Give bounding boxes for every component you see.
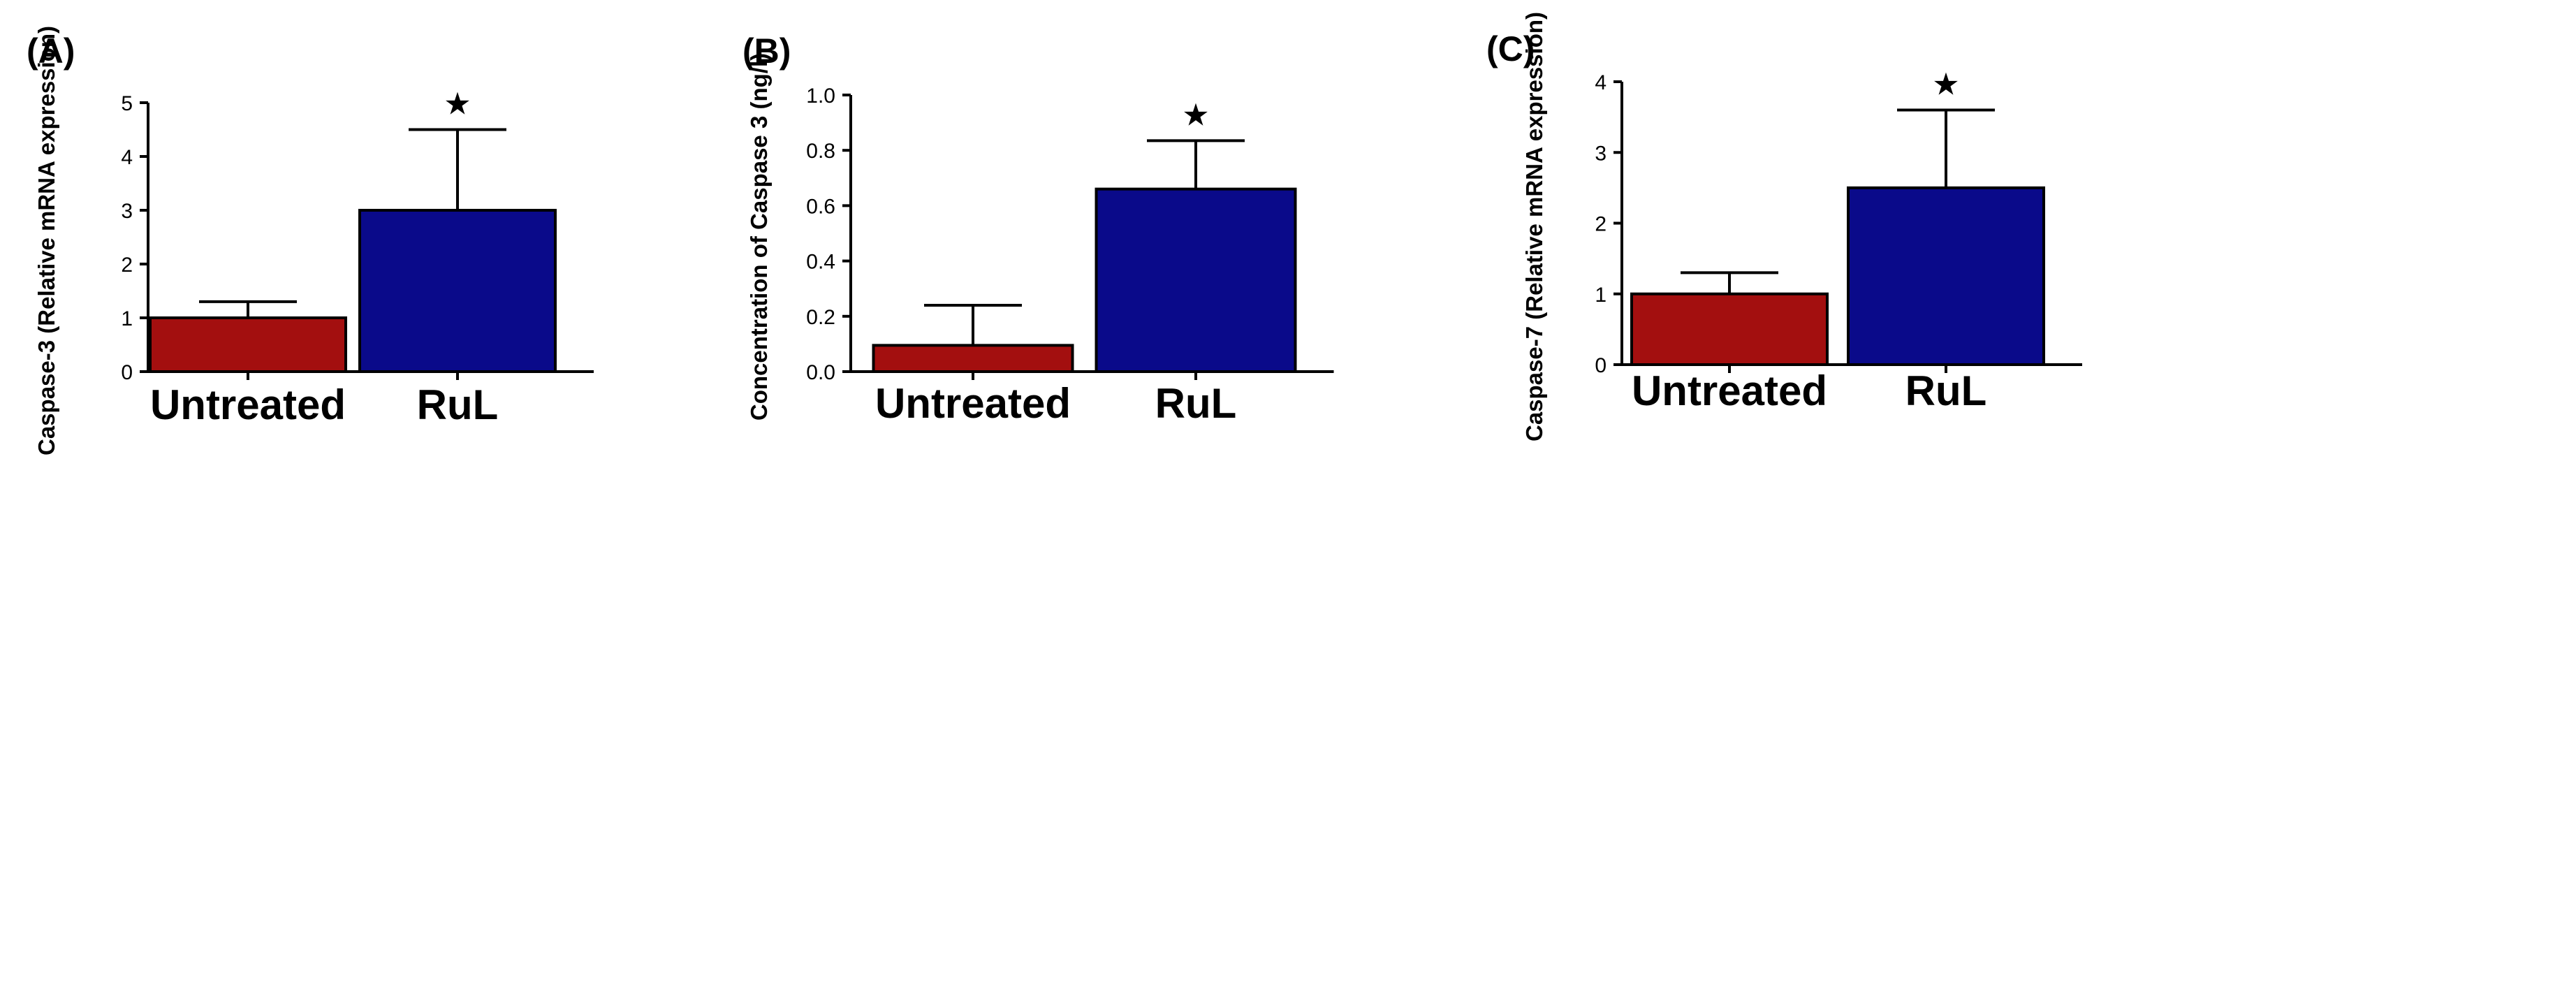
bar-rul bbox=[358, 209, 557, 373]
x-tick-label: RuL bbox=[417, 381, 499, 428]
x-tick-label: Untreated bbox=[1632, 367, 1827, 414]
significance-star: ★ bbox=[444, 87, 471, 122]
y-tick-label: 0 bbox=[121, 361, 133, 384]
x-tick-label: RuL bbox=[1155, 380, 1237, 427]
y-axis-label: Concentration of Caspase 3 (ng/l) bbox=[746, 53, 772, 421]
bar-untreated bbox=[1630, 292, 1829, 366]
y-tick-label: 3 bbox=[1595, 142, 1607, 165]
y-tick-label: 1.0 bbox=[806, 85, 835, 108]
bar-rul bbox=[1847, 186, 2045, 366]
y-tick-label: 2 bbox=[121, 254, 133, 277]
x-tick-label: Untreated bbox=[875, 380, 1071, 427]
y-tick-label: 0.6 bbox=[806, 195, 835, 218]
y-axis-label: Caspase-3 (Relative mRNA expression) bbox=[34, 26, 59, 455]
panel-label: (C) bbox=[1486, 29, 1535, 68]
significance-star: ★ bbox=[1182, 98, 1209, 132]
bar-untreated bbox=[149, 316, 347, 373]
y-tick-label: 1 bbox=[121, 307, 133, 330]
y-tick-label: 0.4 bbox=[806, 251, 835, 274]
y-tick-label: 4 bbox=[121, 146, 133, 169]
chart-panel-b: (B) Untreated ★ RuL 0.0 0.2 0.4 0.6 0.8 1.0 Concen… bbox=[742, 31, 1334, 427]
bar-rul bbox=[1095, 187, 1297, 373]
y-tick-label: 0.8 bbox=[806, 140, 835, 163]
bar-untreated bbox=[872, 344, 1074, 374]
y-tick-label: 4 bbox=[1595, 71, 1607, 94]
y-axis-label: Caspase-7 (Relative mRNA expression) bbox=[1521, 12, 1547, 441]
y-tick-label: 0 bbox=[1595, 354, 1607, 377]
y-tick-label: 5 bbox=[121, 92, 133, 115]
y-tick-label: 2 bbox=[1595, 213, 1607, 236]
chart-panel-c: (C) Untreated ★ RuL 0 1 2 3 4 Caspase-7 (Relative… bbox=[1486, 12, 2082, 441]
y-tick-label: 3 bbox=[121, 200, 133, 223]
panel-label: (A) bbox=[27, 31, 75, 71]
x-tick-label: RuL bbox=[1905, 367, 1987, 414]
x-tick-label: Untreated bbox=[150, 381, 346, 428]
y-tick-label: 0.0 bbox=[806, 361, 835, 384]
significance-star: ★ bbox=[1932, 68, 1959, 102]
y-tick-label: 1 bbox=[1595, 284, 1607, 307]
chart-panel-a: (A) Untreated ★ RuL 0 1 2 3 4 5 Caspase-3 (Relativ… bbox=[27, 26, 594, 455]
y-tick-label: 0.2 bbox=[806, 306, 835, 329]
panel-label: (B) bbox=[742, 31, 791, 71]
